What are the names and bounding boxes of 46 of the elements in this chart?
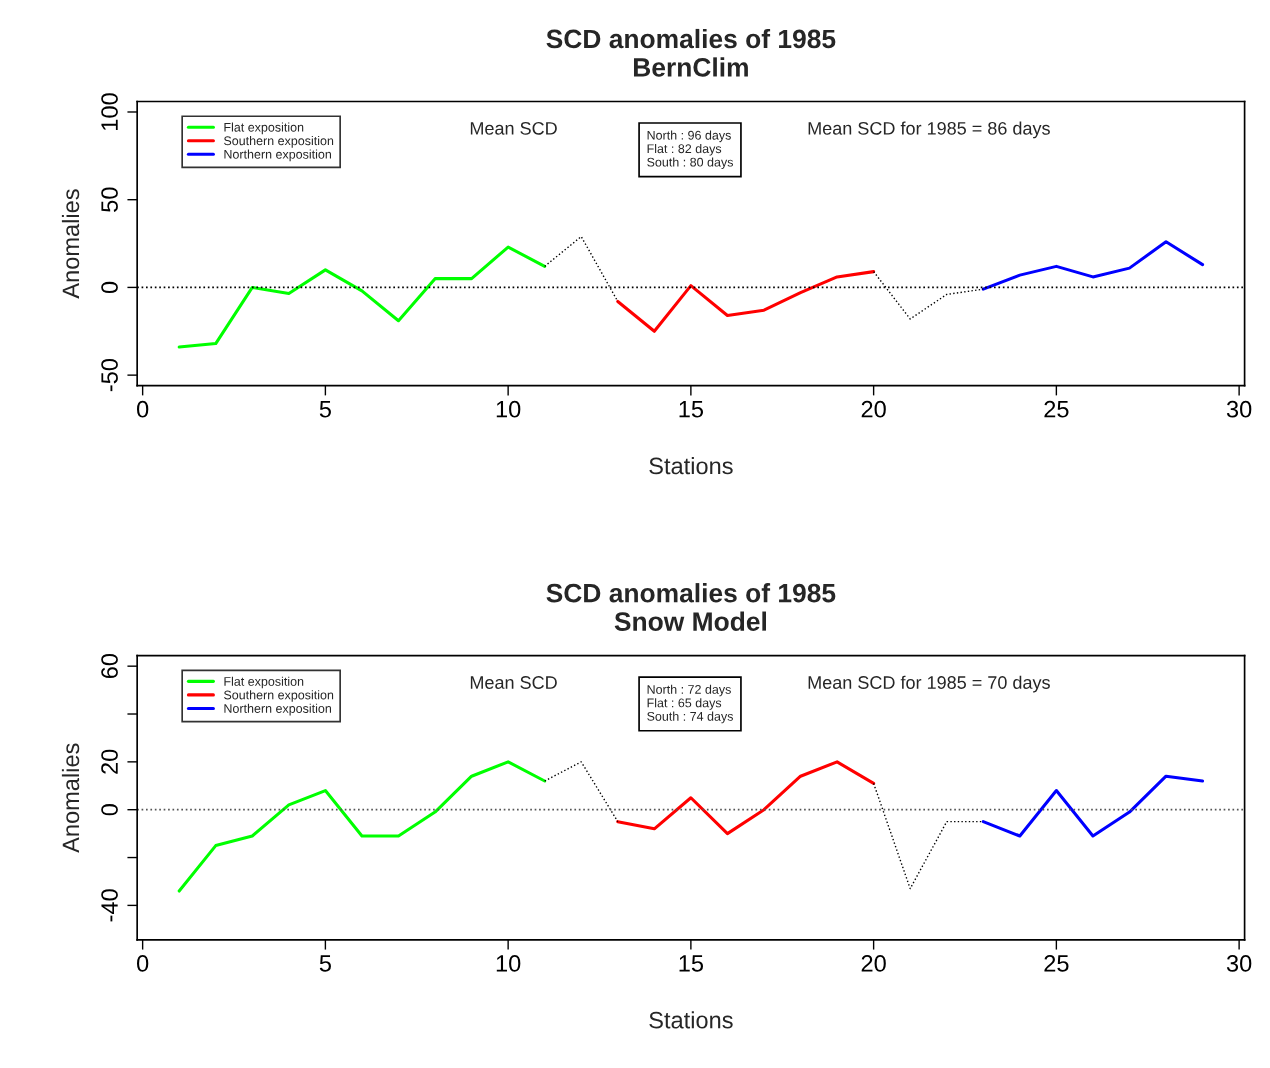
y-tick-label: 20	[101, 749, 118, 774]
legend-label: Flat exposition	[224, 676, 304, 689]
y-tick-label: 60	[101, 653, 118, 679]
line-series	[981, 240, 1205, 291]
y-tick-label: 0	[101, 804, 118, 816]
chart-title: SCD anomalies of 1985 Snow Model	[546, 583, 836, 631]
annotation: Mean SCD for 1985 = 70 days	[808, 675, 1050, 693]
y-tick-label: -50	[101, 358, 118, 392]
x-tick-label: 15	[679, 401, 704, 418]
x-tick-label: 0	[137, 400, 149, 418]
line-series	[177, 760, 547, 893]
line-series	[616, 760, 876, 836]
x-axis-title: Stations	[649, 1011, 733, 1029]
annotation: Mean SCD	[470, 121, 557, 135]
x-tick-label: 30	[1226, 400, 1252, 418]
x-tick-label: 25	[1044, 955, 1069, 972]
x-tick-label: 5	[319, 401, 331, 418]
chart-title: SCD anomalies of 1985 BernClim	[546, 28, 836, 77]
legend-label: Northern exposition	[224, 703, 331, 716]
legend-label: Flat exposition	[224, 122, 304, 135]
annotation: North : 72 days Flat : 65 days South : 74 days	[647, 684, 733, 724]
x-tick-label: 10	[496, 955, 521, 972]
x-tick-label: 15	[679, 955, 704, 972]
annotation: Mean SCD	[470, 676, 557, 689]
x-tick-label: 10	[496, 400, 521, 418]
y-tick-label: -40	[101, 889, 118, 922]
legend-label: Southern exposition	[223, 690, 334, 702]
y-tick-label: 0	[101, 281, 118, 294]
annotation: North : 96 days Flat : 82 days South : 80 days	[647, 130, 733, 170]
x-tick-label: 0	[137, 955, 149, 972]
line-series	[981, 774, 1205, 838]
line-series	[616, 270, 876, 333]
legend-label: Southern exposition	[223, 136, 334, 148]
x-tick-label: 25	[1044, 400, 1069, 418]
line-series	[177, 245, 547, 349]
legend-label: Northern exposition	[224, 149, 331, 162]
x-tick-label: 5	[319, 955, 331, 972]
x-tick-label: 20	[861, 955, 886, 972]
annotation: Mean SCD for 1985 = 86 days	[808, 121, 1050, 139]
x-tick-label: 20	[861, 400, 886, 418]
x-axis-title: Stations	[649, 456, 733, 475]
y-tick-label: 100	[101, 93, 118, 130]
y-tick-label: 50	[101, 187, 118, 212]
x-tick-label: 30	[1226, 955, 1252, 972]
y-axis-title: Anomalies	[61, 189, 80, 299]
y-axis-title: Anomalies	[61, 743, 80, 853]
